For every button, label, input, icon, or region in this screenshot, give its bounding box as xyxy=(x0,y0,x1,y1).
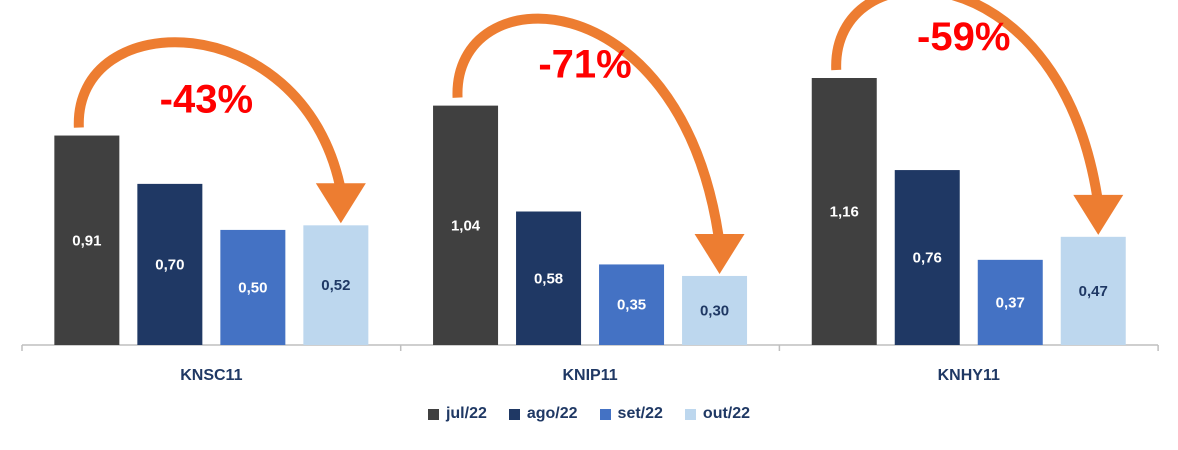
legend-swatch xyxy=(508,408,520,420)
bar-value-label: 0,91 xyxy=(72,232,101,249)
category-label: KNSC11 xyxy=(180,367,242,384)
legend-label: out/22 xyxy=(702,405,751,422)
trend-arrow xyxy=(73,37,345,187)
trend-arrow-head xyxy=(694,233,745,274)
trend-arrow-head xyxy=(315,183,366,224)
bar-knip11-jul-22 xyxy=(433,105,499,345)
legend-swatch xyxy=(599,408,611,420)
legend-label: ago/22 xyxy=(526,405,578,422)
bar-value-label: 0,30 xyxy=(700,302,729,319)
bar-knip11-ago-22 xyxy=(516,211,582,345)
bar-value-label: 1,04 xyxy=(451,217,481,234)
change-annotation: -59% xyxy=(917,15,1010,59)
legend-label: jul/22 xyxy=(445,405,487,422)
bar-value-label: 0,52 xyxy=(321,277,350,294)
legend-swatch xyxy=(427,408,439,420)
bar-knhy11-jul-22 xyxy=(811,78,877,345)
trend-arrow-head xyxy=(1073,194,1124,235)
bar-value-label: 0,35 xyxy=(617,297,646,314)
category-label: KNHY11 xyxy=(938,367,1000,384)
category-label: KNIP11 xyxy=(562,367,617,384)
bar-value-label: 0,70 xyxy=(155,256,184,273)
bar-knsc11-set-22 xyxy=(220,229,286,345)
bar-knip11-out-22 xyxy=(682,275,748,345)
change-annotation: -43% xyxy=(160,78,253,122)
legend-item: ago/22 xyxy=(508,405,578,423)
legend-swatch xyxy=(684,408,696,420)
bar-knsc11-out-22 xyxy=(303,225,369,345)
bar-chart: 0,91 0,70 0,50 0,52 KNSC11 -43% 1,04 0,58 0,35 0,… xyxy=(21,0,1159,384)
trend-arrow xyxy=(831,0,1103,198)
bar-knhy11-set-22 xyxy=(977,259,1043,345)
legend-label: set/22 xyxy=(617,405,663,422)
bar-value-label: 0,37 xyxy=(996,294,1025,311)
bar-value-label: 1,16 xyxy=(830,204,859,221)
bar-knhy11-ago-22 xyxy=(894,170,960,345)
legend-item: out/22 xyxy=(684,405,751,423)
bar-knsc11-ago-22 xyxy=(137,183,203,345)
legend-item: set/22 xyxy=(599,405,663,423)
legend: jul/22 ago/22 set/22 out/22 xyxy=(0,405,1178,423)
trend-arrow xyxy=(452,13,724,237)
bar-value-label: 0,47 xyxy=(1079,283,1108,300)
bar-knsc11-jul-22 xyxy=(54,135,120,345)
bar-knip11-set-22 xyxy=(599,264,665,345)
bar-value-label: 0,76 xyxy=(913,250,942,267)
bar-value-label: 0,50 xyxy=(238,279,267,296)
bar-value-label: 0,58 xyxy=(534,270,563,287)
change-annotation: -71% xyxy=(538,43,631,87)
bar-knhy11-out-22 xyxy=(1060,236,1126,345)
legend-item: jul/22 xyxy=(427,405,487,423)
